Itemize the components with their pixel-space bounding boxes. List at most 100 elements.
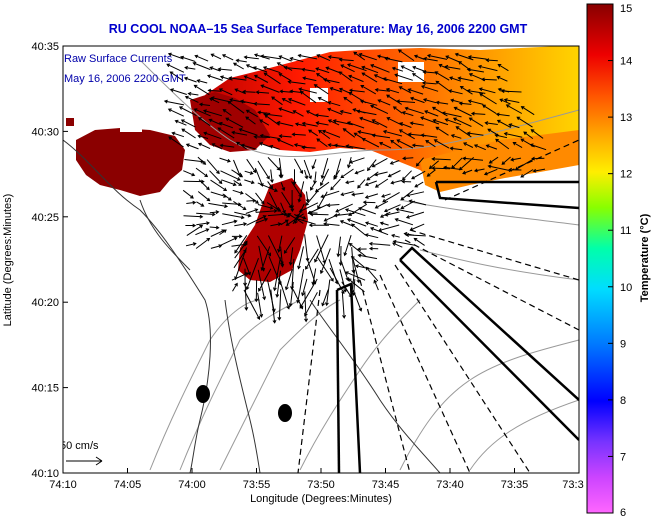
- current-arrow: [197, 191, 211, 202]
- current-arrow: [231, 130, 248, 136]
- current-arrow: [297, 246, 304, 270]
- current-arrow: [411, 143, 424, 148]
- current-arrow: [234, 211, 252, 218]
- current-arrow: [168, 136, 184, 148]
- current-arrow: [222, 109, 232, 116]
- current-arrow: [449, 76, 462, 82]
- current-arrow: [330, 178, 341, 191]
- current-arrow: [264, 114, 280, 126]
- current-arrow: [254, 279, 259, 303]
- current-arrow: [485, 58, 498, 63]
- current-arrow: [496, 75, 508, 82]
- current-arrow: [233, 179, 243, 186]
- colorbar-tick-label: 11: [620, 225, 631, 237]
- current-arrow: [309, 212, 329, 217]
- current-arrow: [454, 52, 474, 61]
- current-arrow: [529, 143, 547, 151]
- x-axis: 74:10 74:05 74:00 73:55 73:50 73:45 73:40 73:35…: [49, 468, 584, 491]
- current-arrow: [365, 266, 379, 282]
- current-arrow: [323, 78, 340, 84]
- current-arrow: [292, 110, 304, 117]
- current-arrow: [445, 55, 460, 63]
- current-arrow: [466, 89, 486, 94]
- current-arrow: [187, 91, 199, 96]
- current-arrow: [361, 138, 380, 148]
- current-arrow: [257, 160, 270, 180]
- current-arrow: [392, 106, 403, 114]
- colorbar-tick-label: 10: [620, 282, 632, 294]
- current-arrow: [382, 129, 403, 137]
- current-arrow: [178, 106, 197, 117]
- current-arrow: [278, 73, 292, 82]
- current-arrow: [245, 116, 256, 125]
- current-arrow: [310, 181, 316, 191]
- current-arrow: [193, 108, 211, 117]
- current-arrow: [233, 200, 247, 211]
- current-arrow: [367, 159, 377, 172]
- current-arrow: [405, 211, 425, 219]
- current-arrow: [382, 77, 403, 85]
- current-arrow: [209, 225, 220, 230]
- current-arrow: [359, 99, 378, 106]
- current-arrow: [364, 233, 379, 239]
- current-arrow: [288, 247, 294, 266]
- current-arrow: [371, 157, 388, 168]
- current-arrow: [450, 134, 462, 139]
- current-arrow: [532, 168, 546, 173]
- current-arrow: [397, 49, 415, 62]
- x-tick-label: 73:35: [501, 479, 529, 491]
- current-arrow: [272, 257, 281, 292]
- current-arrow: [374, 178, 389, 188]
- current-arrow: [196, 212, 216, 217]
- current-arrow: [228, 76, 247, 81]
- current-arrow: [370, 104, 389, 115]
- current-arrow: [415, 157, 424, 167]
- current-arrow: [305, 191, 310, 203]
- current-arrow: [357, 253, 378, 260]
- current-arrow: [422, 70, 437, 75]
- current-arrow: [347, 278, 365, 293]
- current-arrow: [376, 54, 391, 59]
- current-arrow: [399, 122, 412, 128]
- current-arrow: [377, 99, 391, 106]
- current-arrow: [195, 237, 211, 249]
- current-arrow: [401, 111, 414, 117]
- colorbar-tick-label: 8: [620, 395, 626, 407]
- current-arrow: [404, 106, 424, 115]
- current-arrow: [479, 93, 497, 105]
- current-arrow: [183, 170, 196, 177]
- current-arrow: [394, 218, 414, 226]
- current-arrow: [470, 111, 486, 116]
- current-arrow: [198, 102, 211, 107]
- current-arrow: [484, 121, 498, 126]
- current-arrow: [244, 179, 255, 185]
- colorbar-tick-label: 9: [620, 338, 626, 350]
- current-arrow: [343, 96, 353, 104]
- x-tick-label: 73:40: [436, 479, 464, 491]
- x-tick-label: 73:55: [243, 479, 271, 491]
- current-arrow: [262, 66, 281, 74]
- y-axis: 40:35 40:30 40:25 40:20 40:15 40:10: [31, 41, 68, 480]
- current-arrow: [318, 129, 331, 140]
- current-arrow: [279, 89, 292, 94]
- current-arrow: [209, 170, 223, 185]
- current-arrow: [390, 179, 403, 185]
- current-arrow: [257, 110, 271, 115]
- current-arrow: [338, 71, 353, 82]
- scale-arrow-label: 50 cm/s: [60, 440, 99, 452]
- current-arrow: [364, 180, 377, 187]
- current-arrow: [291, 132, 306, 137]
- current-arrow: [497, 64, 509, 72]
- current-arrow: [510, 157, 522, 162]
- current-arrow: [278, 107, 294, 114]
- current-arrow: [423, 56, 438, 62]
- current-arrow: [253, 74, 269, 83]
- current-arrow: [270, 289, 277, 324]
- current-arrow: [466, 67, 484, 73]
- current-arrow: [382, 191, 400, 203]
- x-tick-label: 74:10: [49, 479, 77, 491]
- current-arrow: [325, 66, 340, 74]
- current-arrow: [232, 62, 244, 70]
- current-arrow: [258, 142, 271, 148]
- current-arrow: [467, 99, 484, 105]
